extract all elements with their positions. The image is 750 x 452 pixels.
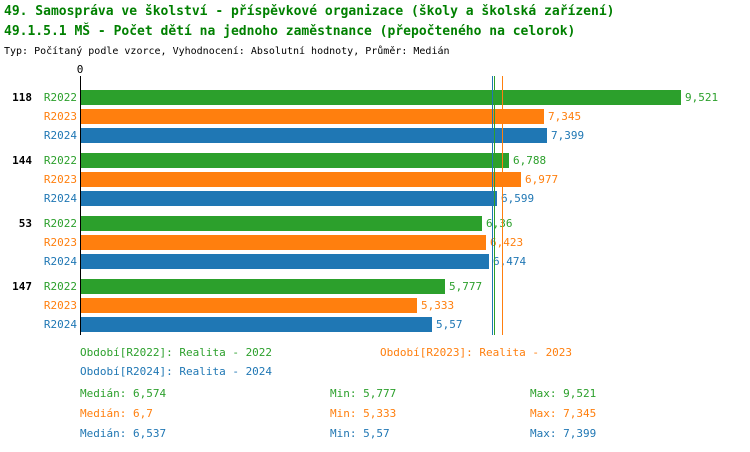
stat-min-r2024: Min: 5,57 [330,427,390,440]
bar-value-label: 6,36 [486,217,513,230]
bar-series-label-r2024: R2024 [43,255,77,268]
bar-r2024 [81,191,497,206]
stat-min-r2022: Min: 5,777 [330,387,397,400]
bar-value-label: 5,777 [449,280,483,293]
bar-series-label-r2024: R2024 [43,192,77,205]
chart-group-label: 53 [18,217,32,230]
bar-r2023 [81,235,486,250]
stat-median-r2023: Medián: 6,7 [80,407,153,420]
bar-series-label-r2022: R2022 [43,91,77,104]
bar-series-label-r2022: R2022 [43,217,77,230]
chart-group-label: 147 [12,280,32,293]
bar-value-label: 6,599 [501,192,535,205]
bar-value-label: 7,399 [551,129,585,142]
bar-r2023 [81,298,417,313]
bar-series-label-r2024: R2024 [43,318,77,331]
value-axis-line [80,76,81,335]
bar-r2023 [81,172,521,187]
report-title-line2: 49.1.5.1 MŠ - Počet dětí na jednoho zamě… [4,24,576,39]
legend-item-r2024: Období[R2024]: Realita - 2024 [80,365,273,378]
chart-group-label: 144 [12,154,32,167]
bar-r2022 [81,153,509,168]
bar-series-label-r2023: R2023 [43,173,77,186]
bar-series-label-r2023: R2023 [43,110,77,123]
legend-item-r2022: Období[R2022]: Realita - 2022 [80,346,273,359]
bar-value-label: 7,345 [548,110,582,123]
report-title-line1: 49. Samospráva ve školství - příspěvkové… [4,4,615,19]
stat-min-r2023: Min: 5,333 [330,407,397,420]
bar-series-label-r2022: R2022 [43,280,77,293]
median-line-r2024 [492,76,493,335]
axis-zero-label: 0 [76,63,84,76]
median-line-r2023 [502,76,503,335]
bar-r2024 [81,317,432,332]
report-meta-line: Typ: Počítaný podle vzorce, Vyhodnocení:… [4,46,450,57]
bar-value-label: 5,57 [436,318,463,331]
bar-series-label-r2022: R2022 [43,154,77,167]
bar-value-label: 6,423 [490,236,524,249]
stat-median-r2022: Medián: 6,574 [80,387,167,400]
stat-max-r2023: Max: 7,345 [530,407,597,420]
median-line-r2022 [494,76,495,335]
bar-value-label: 6,474 [493,255,527,268]
bar-series-label-r2023: R2023 [43,236,77,249]
stat-median-r2024: Medián: 6,537 [80,427,167,440]
bar-r2022 [81,216,482,231]
chart-group-label: 118 [12,91,32,104]
bar-value-label: 9,521 [685,91,719,104]
bar-series-label-r2024: R2024 [43,129,77,142]
bar-r2023 [81,109,544,124]
bar-value-label: 5,333 [421,299,455,312]
bar-r2024 [81,128,547,143]
bar-r2024 [81,254,489,269]
bar-value-label: 6,977 [525,173,559,186]
bar-r2022 [81,279,445,294]
bar-series-label-r2023: R2023 [43,299,77,312]
stat-max-r2022: Max: 9,521 [530,387,597,400]
bar-r2022 [81,90,681,105]
stat-max-r2024: Max: 7,399 [530,427,597,440]
legend-item-r2023: Období[R2023]: Realita - 2023 [380,346,573,359]
bar-value-label: 6,788 [513,154,547,167]
